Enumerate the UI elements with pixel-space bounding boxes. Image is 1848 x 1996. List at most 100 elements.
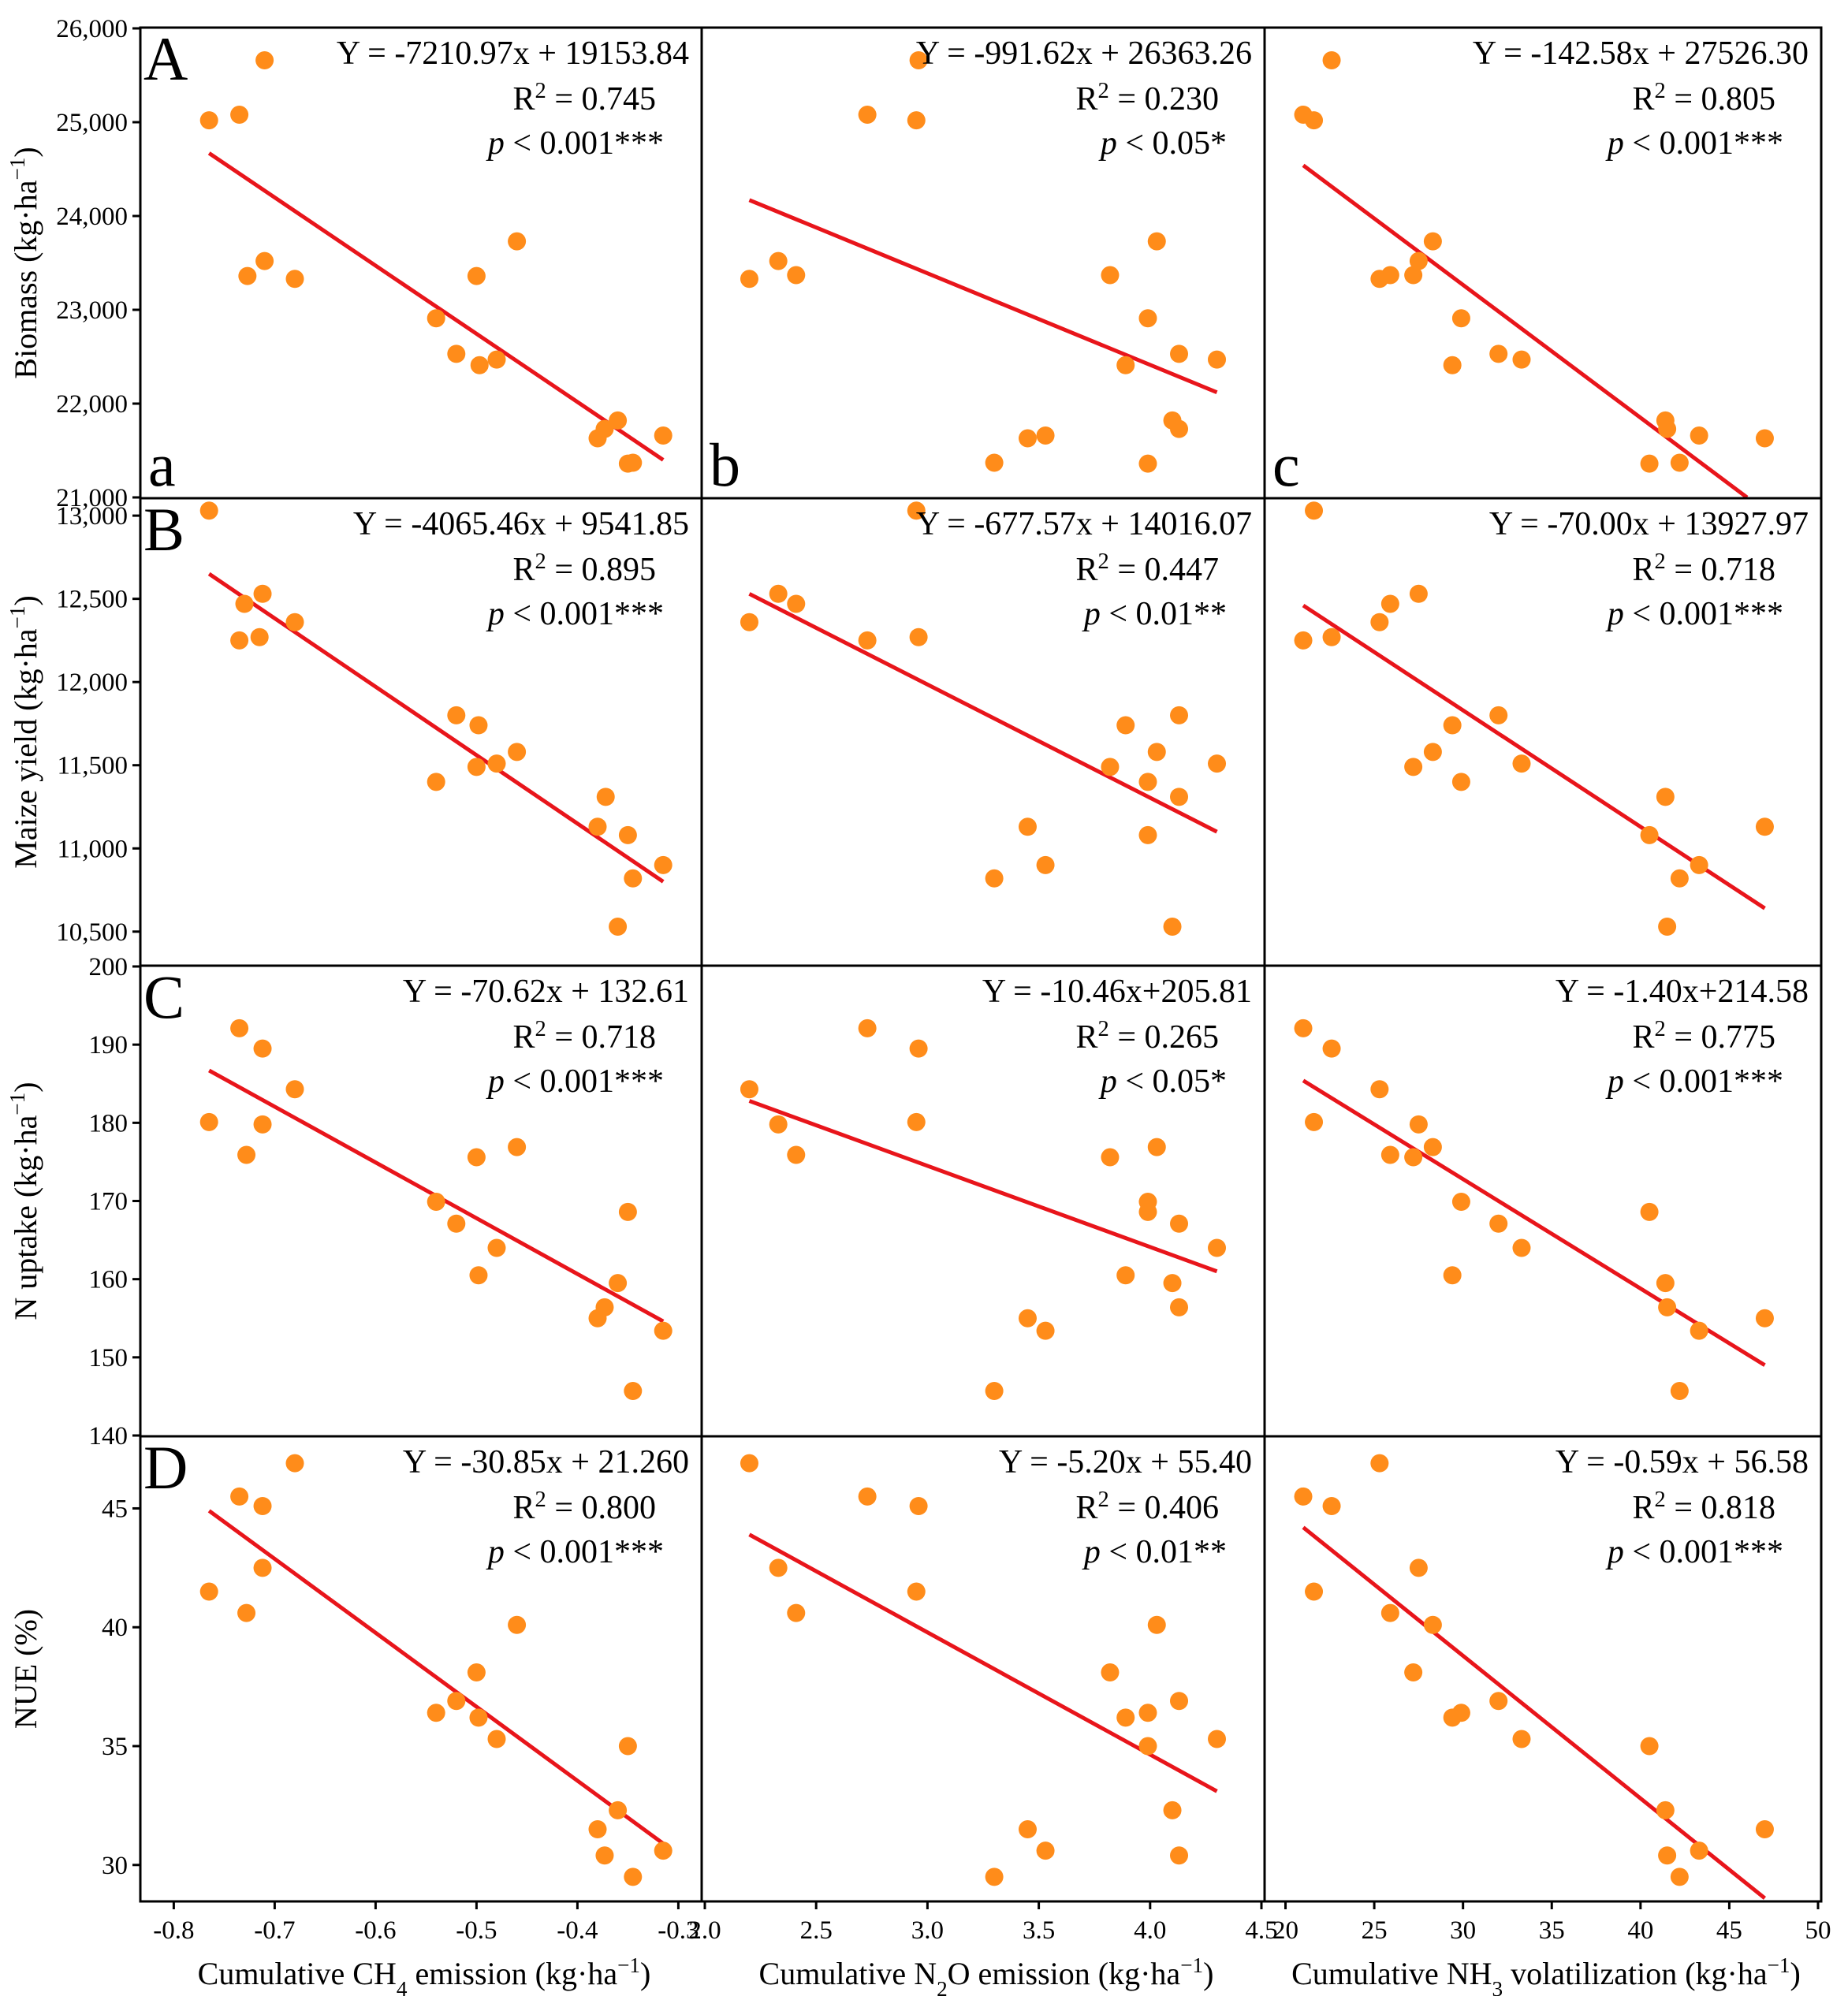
data-point [199, 111, 218, 130]
text-part: < 0.001*** [505, 1063, 664, 1100]
data-point [1305, 1112, 1324, 1131]
data-point [1170, 1214, 1189, 1233]
data-point [1170, 706, 1189, 724]
x-tick-label: -0.8 [153, 1916, 194, 1945]
regression-equation: Y = -142.58x + 27526.30 [1473, 35, 1809, 72]
x-tick-label: 40 [1627, 1916, 1653, 1945]
data-point [1755, 817, 1774, 836]
data-point [467, 1663, 486, 1682]
data-point [1443, 1266, 1462, 1285]
r-squared: R2 = 0.265 [1076, 1017, 1219, 1056]
y-tick-label: 13,000 [56, 502, 128, 531]
y-tick-label: 160 [89, 1266, 129, 1294]
x-tick-label: 20 [1272, 1916, 1298, 1945]
data-point [1036, 855, 1055, 874]
data-point [858, 105, 877, 124]
data-point [285, 270, 304, 289]
text-part: 2 [535, 79, 546, 103]
x-tick-label: 4.0 [1134, 1916, 1166, 1945]
data-point [447, 1692, 466, 1711]
data-point [487, 1730, 506, 1748]
p-value: p < 0.001*** [486, 596, 664, 632]
data-point [1170, 419, 1189, 438]
data-point [1036, 426, 1055, 445]
text-part: = 0.265 [1109, 1019, 1219, 1056]
data-point [230, 631, 249, 650]
x-axis-title: Cumulative N2O emission (kg·ha−1) [759, 1953, 1214, 1996]
text-part: ) [8, 595, 43, 605]
data-point [769, 1115, 788, 1134]
r-squared: R2 = 0.447 [1076, 549, 1219, 589]
text-part: < 0.001*** [1624, 125, 1783, 162]
data-point [787, 266, 806, 285]
text-part: −1 [1180, 1953, 1203, 1977]
data-point [1658, 1298, 1677, 1316]
data-point [985, 1381, 1004, 1400]
data-point [907, 111, 926, 130]
data-point [1640, 454, 1659, 473]
data-point [1670, 1381, 1689, 1400]
text-part: −1 [6, 158, 29, 181]
y-tick-label: 170 [89, 1188, 129, 1216]
data-point [618, 1737, 637, 1756]
data-point [609, 411, 628, 430]
x-tick-label: 2.0 [688, 1916, 721, 1945]
data-point [1755, 1820, 1774, 1839]
data-point [1670, 1868, 1689, 1886]
x-axis-title: Cumulative NH3 volatilization (kg·ha−1) [1291, 1953, 1801, 1996]
text-part: p [486, 596, 505, 632]
regression-equation: Y = -1.40x+214.58 [1556, 974, 1809, 1010]
y-axis-title: N uptake (kg·ha−1) [6, 1082, 43, 1320]
data-point [787, 1145, 806, 1164]
text-part: p [1082, 1534, 1101, 1570]
r-squared: R2 = 0.745 [513, 79, 656, 118]
panel-content [1294, 50, 1774, 498]
data-point [1294, 631, 1313, 650]
data-point [237, 1145, 256, 1164]
data-point [1451, 773, 1470, 791]
text-part: p [486, 125, 505, 162]
text-part: 2 [1098, 549, 1109, 574]
x-tick-label: -0.3 [658, 1916, 699, 1945]
data-point [609, 1800, 628, 1819]
data-point [1018, 1309, 1037, 1328]
data-point [447, 706, 466, 724]
panel-content [1294, 1018, 1774, 1400]
data-point [1138, 825, 1157, 844]
data-point [595, 1846, 614, 1865]
text-part: emission (kg·ha [407, 1956, 617, 1991]
text-part: 2 [1655, 1017, 1666, 1041]
column-label: c [1272, 430, 1300, 499]
data-point [787, 1603, 806, 1622]
data-point [1163, 1274, 1182, 1293]
data-point [1294, 1018, 1313, 1037]
text-part: R [1076, 1490, 1098, 1526]
text-part: < 0.001*** [1624, 596, 1783, 632]
text-part: = 0.818 [1666, 1490, 1775, 1526]
data-point [1690, 1321, 1708, 1340]
panel-content [199, 50, 673, 473]
text-part: = 0.447 [1109, 552, 1219, 588]
data-point [740, 1454, 758, 1473]
data-point [858, 631, 877, 650]
data-point [230, 1487, 249, 1506]
text-part: R [513, 1490, 535, 1526]
data-point [654, 1841, 673, 1860]
panel-frame [1263, 1435, 1823, 1903]
text-part: = 0.895 [546, 552, 656, 588]
data-point [654, 426, 673, 445]
panel-content [1294, 1454, 1774, 1900]
y-tick-label: 26,000 [56, 15, 128, 43]
data-point [624, 1868, 643, 1886]
p-value: p < 0.01** [1082, 596, 1227, 632]
data-point [285, 1454, 304, 1473]
regression-equation: Y = -30.85x + 21.260 [403, 1444, 689, 1480]
data-point [1640, 825, 1659, 844]
data-point [508, 1615, 527, 1634]
data-point [253, 1039, 272, 1058]
panel: Y = -991.62x + 26363.26 R2 = 0.230 p < 0.0… [710, 35, 1252, 499]
panel-content [740, 1454, 1227, 1886]
text-part: 2 [937, 1977, 948, 1996]
text-part: p [1605, 596, 1624, 632]
p-value: p < 0.05* [1098, 125, 1227, 162]
